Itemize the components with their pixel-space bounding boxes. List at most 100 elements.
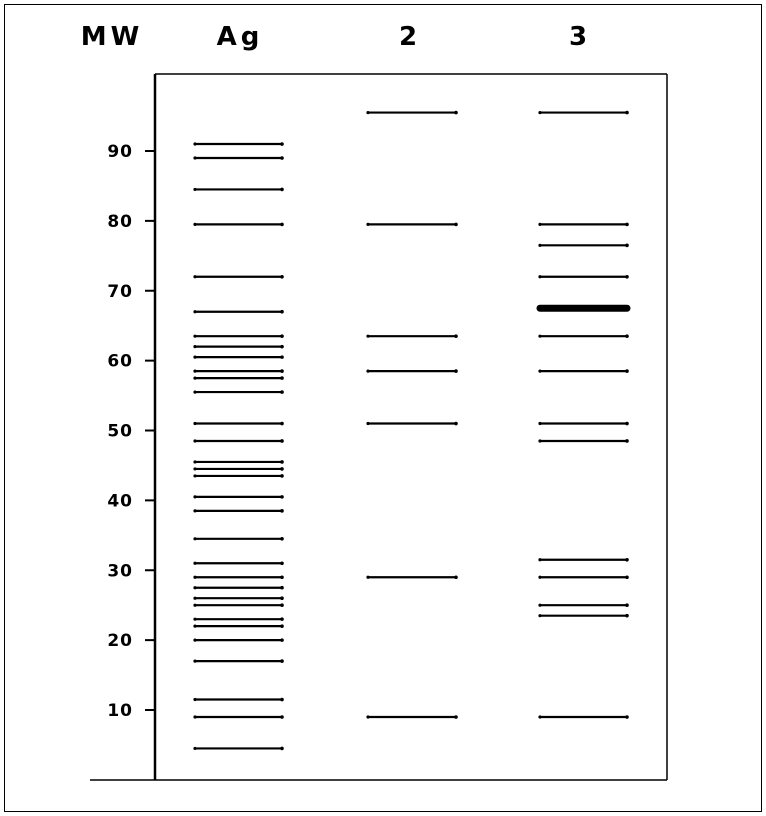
band-end-cap (366, 369, 370, 373)
band-end-cap (280, 355, 284, 359)
band-end-cap (193, 586, 197, 590)
band-end-cap (193, 659, 197, 663)
y-tick-label: 60 (107, 352, 133, 372)
band-end-cap (625, 243, 629, 248)
lane-3-header: 3 (568, 22, 592, 52)
band-end-cap (280, 187, 284, 192)
band-end-cap (454, 334, 458, 338)
band-end-cap (193, 187, 197, 192)
band-end-cap (193, 495, 197, 499)
band-end-cap (280, 537, 284, 541)
lane-ag-header: Ag (216, 22, 264, 52)
band-end-cap (193, 575, 197, 579)
band-end-cap (193, 697, 197, 702)
band-end-cap (280, 624, 284, 628)
band-end-cap (366, 222, 370, 226)
band-end-cap (280, 274, 284, 279)
band-end-cap (625, 715, 629, 719)
band-end-cap (625, 369, 629, 373)
band-end-cap (193, 222, 197, 226)
band-end-cap (280, 390, 284, 394)
band-end-cap (193, 390, 197, 394)
band-end-cap (538, 421, 542, 426)
band-end-cap (538, 369, 542, 373)
band-end-cap (454, 575, 458, 580)
band-end-cap (193, 334, 197, 338)
band-end-cap (454, 421, 458, 426)
band-end-cap (193, 603, 197, 607)
band-end-cap (454, 369, 458, 373)
band-end-cap (538, 243, 542, 247)
band-end-cap (366, 110, 370, 115)
band-end-cap (538, 575, 542, 579)
band-end-cap (538, 334, 542, 338)
band-end-cap (280, 474, 284, 478)
band-end-cap (625, 575, 629, 580)
band-end-cap (193, 596, 197, 600)
band-end-cap (366, 421, 370, 426)
band-end-cap (280, 746, 284, 751)
band-end-cap (625, 557, 629, 562)
band-end-cap (538, 558, 542, 562)
band-end-cap (193, 617, 197, 621)
band-end-cap (193, 715, 197, 719)
y-tick-label: 40 (107, 491, 133, 511)
band-end-cap (193, 746, 197, 751)
band-end-cap (625, 334, 629, 338)
band-end-cap (280, 575, 284, 580)
band-end-cap (193, 460, 197, 464)
band-end-cap (280, 495, 284, 499)
band-end-cap (280, 309, 284, 314)
band-end-cap (280, 156, 284, 160)
band-end-cap (280, 659, 284, 663)
band-end-cap (193, 355, 197, 359)
band-end-cap (454, 222, 458, 227)
y-tick-label: 20 (107, 631, 133, 651)
band-end-cap (454, 110, 458, 115)
band-end-cap (280, 439, 284, 443)
band-end-cap (193, 624, 197, 628)
y-tick-label: 70 (107, 282, 133, 302)
band-end-cap (538, 614, 542, 618)
band-end-cap (454, 715, 458, 719)
band-end-cap (625, 274, 629, 279)
band-end-cap (280, 376, 284, 380)
band-end-cap (366, 334, 370, 338)
band-end-cap (193, 142, 197, 146)
band-end-cap (625, 613, 629, 618)
y-tick-label: 90 (107, 142, 133, 162)
band-end-cap (280, 617, 284, 621)
band-end-cap (280, 467, 284, 471)
band-end-cap (280, 142, 284, 146)
band-end-cap (280, 222, 284, 227)
y-tick-label: 10 (107, 701, 133, 721)
band-end-cap (193, 376, 197, 380)
band-end-cap (193, 509, 197, 513)
band-end-cap (193, 275, 197, 279)
band-end-cap (193, 467, 197, 471)
band-end-cap (280, 561, 284, 566)
band-end-cap (538, 439, 542, 443)
band-end-cap (538, 110, 542, 115)
band-end-cap (280, 638, 284, 642)
band-end-cap (193, 638, 197, 642)
band-end-cap (625, 421, 629, 426)
band-end-cap (280, 697, 284, 702)
y-tick-label: 30 (107, 561, 133, 581)
band-end-cap (280, 509, 284, 513)
band-end-cap (538, 715, 542, 719)
band-end-cap (280, 585, 284, 590)
band-end-cap (625, 110, 629, 115)
band-end-cap (280, 369, 284, 373)
band-end-cap (280, 715, 284, 719)
band-end-cap (280, 460, 284, 464)
band-end-cap (193, 561, 197, 565)
band-end-cap (193, 439, 197, 443)
band-end-cap (625, 603, 629, 607)
figure-frame (4, 4, 762, 812)
lane-2-header: 2 (398, 22, 422, 52)
band-end-cap (625, 222, 629, 227)
band-end-cap (193, 310, 197, 314)
y-tick-label: 80 (107, 212, 133, 232)
band-end-cap (193, 369, 197, 373)
